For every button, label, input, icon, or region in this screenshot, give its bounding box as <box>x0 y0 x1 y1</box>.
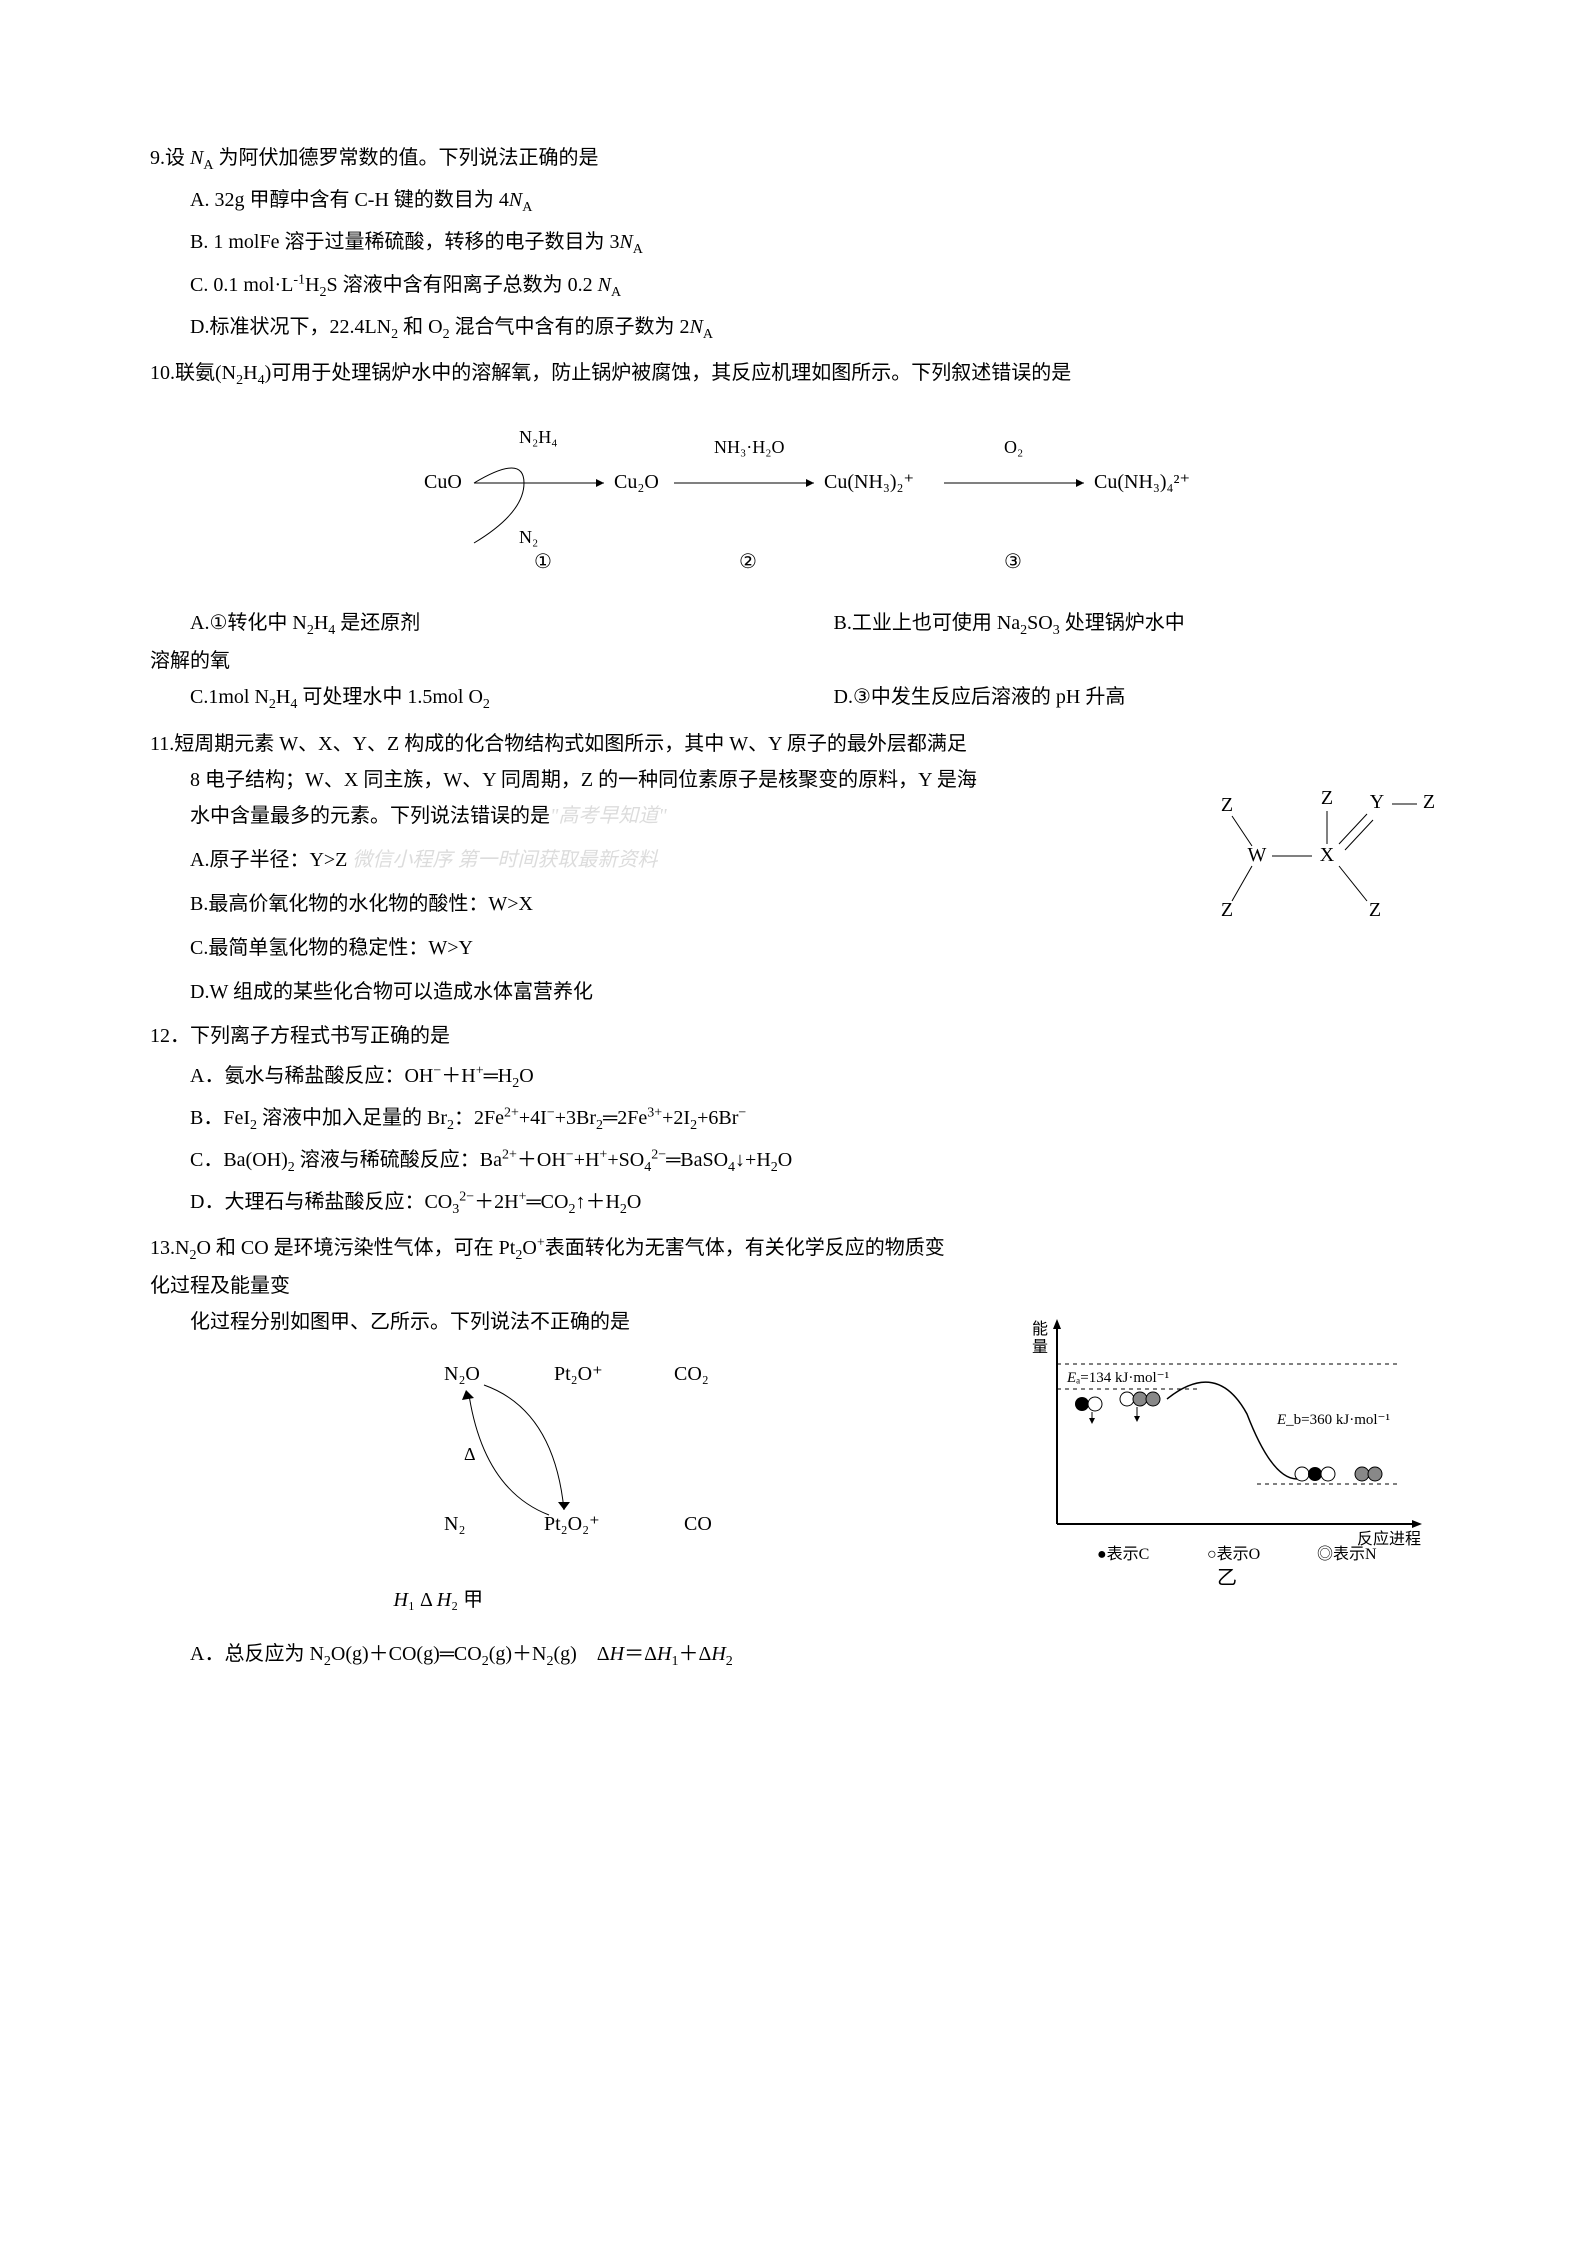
q10-opt-d: D.③中发生反应后溶液的 pH 升高 <box>794 679 1438 717</box>
q11-opt-b: B.最高价氧化物的水化物的酸性：W>X <box>150 886 1197 922</box>
svg-text:量: 量 <box>1032 1339 1048 1356</box>
watermark-2: 微信小程序 <box>352 849 452 871</box>
q10-opt-b: B.工业上也可使用 Na2SO3 处理锅炉水中 <box>794 605 1438 643</box>
q10-opt-a: A.①转化中 N2H4 是还原剂 <box>150 605 794 643</box>
energy-eb: E_b=360 kJ·mol⁻¹ <box>1276 1412 1390 1428</box>
q11-stem-1: 11.短周期元素 W、X、Y、Z 构成的化合物结构式如图所示，其中 W、Y 原子… <box>150 726 1197 762</box>
reaction-scheme-svg: CuO N₂H₄ N₂ Cu₂O NH₃·H₂O Cu(NH₃)₂⁺ O₂ Cu… <box>344 413 1244 573</box>
q11-stem-3: 水中含量最多的元素。下列说法错误的是"高考早知道" <box>150 798 1197 834</box>
q13-stem-3: 化过程分别如图甲、乙所示。下列说法不正确的是 <box>150 1304 997 1340</box>
q11-opt-a: A.原子半径：Y>Z 微信小程序 第一时间获取最新资料 <box>150 842 1197 878</box>
q10-opt-c: C.1mol N2H4 可处理水中 1.5mol O2 <box>150 679 794 717</box>
q10-stem: 10.联氨(N2H4)可用于处理锅炉水中的溶解氧，防止锅炉被腐蚀，其反应机理如图… <box>150 355 1437 393</box>
energy-ylabel: 能 <box>1032 1320 1048 1338</box>
node-cunh34: Cu(NH₃)₄²⁺ <box>1094 471 1190 493</box>
node-z2: Z <box>1423 791 1435 813</box>
cycle-co: CO <box>684 1513 712 1535</box>
node-z1: Z <box>1221 794 1233 816</box>
legend-o: ○表示O <box>1207 1545 1260 1563</box>
q9-opt-c: C. 0.1 mol·L-1H2S 溶液中含有阳离子总数为 0.2 NA <box>150 267 1437 305</box>
q9-stem: 9.设 NA 为阿伏加德罗常数的值。下列说法正确的是 <box>150 140 1437 178</box>
q12-stem: 12．下列离子方程式书写正确的是 <box>150 1018 1437 1054</box>
question-11: 11.短周期元素 W、X、Y、Z 构成的化合物结构式如图所示，其中 W、Y 原子… <box>150 726 1437 1010</box>
q13-opt-a: A．总反应为 N2O(g)＋CO(g)═CO2(g)＋N2(g) ΔH＝ΔH1＋… <box>150 1636 1437 1674</box>
cycle-label: 甲 <box>463 1589 483 1611</box>
circle-3: ③ <box>1004 551 1022 573</box>
q9-opt-a: A. 32g 甲醇中含有 C-H 键的数目为 4NA <box>150 182 1437 220</box>
arrow1-bottom: N₂ <box>519 527 538 547</box>
question-12: 12．下列离子方程式书写正确的是 A．氨水与稀盐酸反应：OH−＋H+═H2O B… <box>150 1018 1437 1223</box>
q11-structure-diagram: X W Z Z Y Z Z <box>1217 766 1437 946</box>
question-9: 9.设 NA 为阿伏加德罗常数的值。下列说法正确的是 A. 32g 甲醇中含有 … <box>150 140 1437 347</box>
node-z3: Z <box>1221 899 1233 921</box>
question-13: 13.N2O 和 CO 是环境污染性气体，可在 Pt2O+表面转化为无害气体，有… <box>150 1230 1437 1674</box>
circle-2: ② <box>739 551 757 573</box>
cycle-dh2: Δ H₂ <box>420 1589 458 1611</box>
question-10: 10.联氨(N2H4)可用于处理锅炉水中的溶解氧，防止锅炉被腐蚀，其反应机理如图… <box>150 355 1437 718</box>
energy-label: 乙 <box>1217 1567 1237 1589</box>
q10-diagram: CuO N₂H₄ N₂ Cu₂O NH₃·H₂O Cu(NH₃)₂⁺ O₂ Cu… <box>150 413 1437 585</box>
node-cuo: CuO <box>424 471 462 493</box>
cycle-pt2o: Pt₂O⁺ <box>554 1363 603 1385</box>
q12-opt-c: C．Ba(OH)2 溶液与稀硫酸反应：Ba2+＋OH−+H++SO42−═BaS… <box>150 1142 1437 1180</box>
legend-n: ◎表示N <box>1317 1545 1377 1563</box>
energy-ea: Eₐ=134 kJ·mol⁻¹ <box>1066 1370 1169 1386</box>
node-y: Y <box>1370 791 1384 813</box>
cycle-n2: N₂ <box>444 1513 465 1535</box>
q9-opt-d: D.标准状况下，22.4LN2 和 O2 混合气中含有的原子数为 2NA <box>150 309 1437 347</box>
q12-opt-d: D．大理石与稀盐酸反应：CO32−＋2H+═CO2↑＋H2O <box>150 1184 1437 1222</box>
node-cu2o: Cu₂O <box>614 471 659 493</box>
watermark-1: "高考早知道" <box>550 805 667 827</box>
arrow2-top: NH₃·H₂O <box>714 437 785 457</box>
arrow1-top: N₂H₄ <box>519 427 558 447</box>
q11-opt-d: D.W 组成的某些化合物可以造成水体富营养化 <box>150 974 1197 1010</box>
q13-stem-2: 化过程及能量变 <box>150 1268 1437 1304</box>
q13-energy-diagram: 能 量 Eₐ=134 kJ·mol⁻¹ E_b=360 kJ·mol⁻¹ <box>1017 1304 1437 1616</box>
arrow3-top: O₂ <box>1004 437 1023 457</box>
node-z4: Z <box>1369 899 1381 921</box>
q10-opt-b-wrap: 溶解的氧 <box>150 643 1437 679</box>
q9-opt-b: B. 1 molFe 溶于过量稀硫酸，转移的电子数目为 3NA <box>150 224 1437 262</box>
legend-c: ●表示C <box>1097 1545 1149 1563</box>
circle-1: ① <box>534 551 552 573</box>
cycle-co2: CO₂ <box>674 1363 709 1385</box>
node-w: W <box>1248 844 1267 866</box>
node-cunh32: Cu(NH₃)₂⁺ <box>824 471 914 493</box>
watermark-3: 第一时间获取最新资料 <box>457 849 657 871</box>
cycle-pt2o2: Pt₂O₂⁺ <box>544 1513 600 1535</box>
q11-stem-2: 8 电子结构；W、X 同主族，W、Y 同周期，Z 的一种同位素原子是核聚变的原料… <box>150 762 1197 798</box>
q12-opt-b: B．FeI2 溶液中加入足量的 Br2：2Fe2++4I−+3Br2═2Fe3+… <box>150 1100 1437 1138</box>
q12-opt-a: A．氨水与稀盐酸反应：OH−＋H+═H2O <box>150 1058 1437 1096</box>
q10-options-row1: A.①转化中 N2H4 是还原剂 B.工业上也可使用 Na2SO3 处理锅炉水中 <box>150 605 1437 643</box>
node-z-top: Z <box>1321 787 1333 809</box>
q11-opt-c: C.最简单氢化物的稳定性：W>Y <box>150 930 1197 966</box>
q13-stem-1: 13.N2O 和 CO 是环境污染性气体，可在 Pt2O+表面转化为无害气体，有… <box>150 1230 1437 1268</box>
q13-cycle-diagram: N₂O Pt₂O⁺ CO₂ N₂ Pt₂O₂⁺ CO Δ H₁ <box>394 1350 754 1550</box>
node-x: X <box>1320 844 1335 866</box>
cycle-n2o: N₂O <box>444 1363 480 1385</box>
q10-options-row2: C.1mol N2H4 可处理水中 1.5mol O2 D.③中发生反应后溶液的… <box>150 679 1437 717</box>
cycle-dh1: Δ <box>464 1444 476 1464</box>
